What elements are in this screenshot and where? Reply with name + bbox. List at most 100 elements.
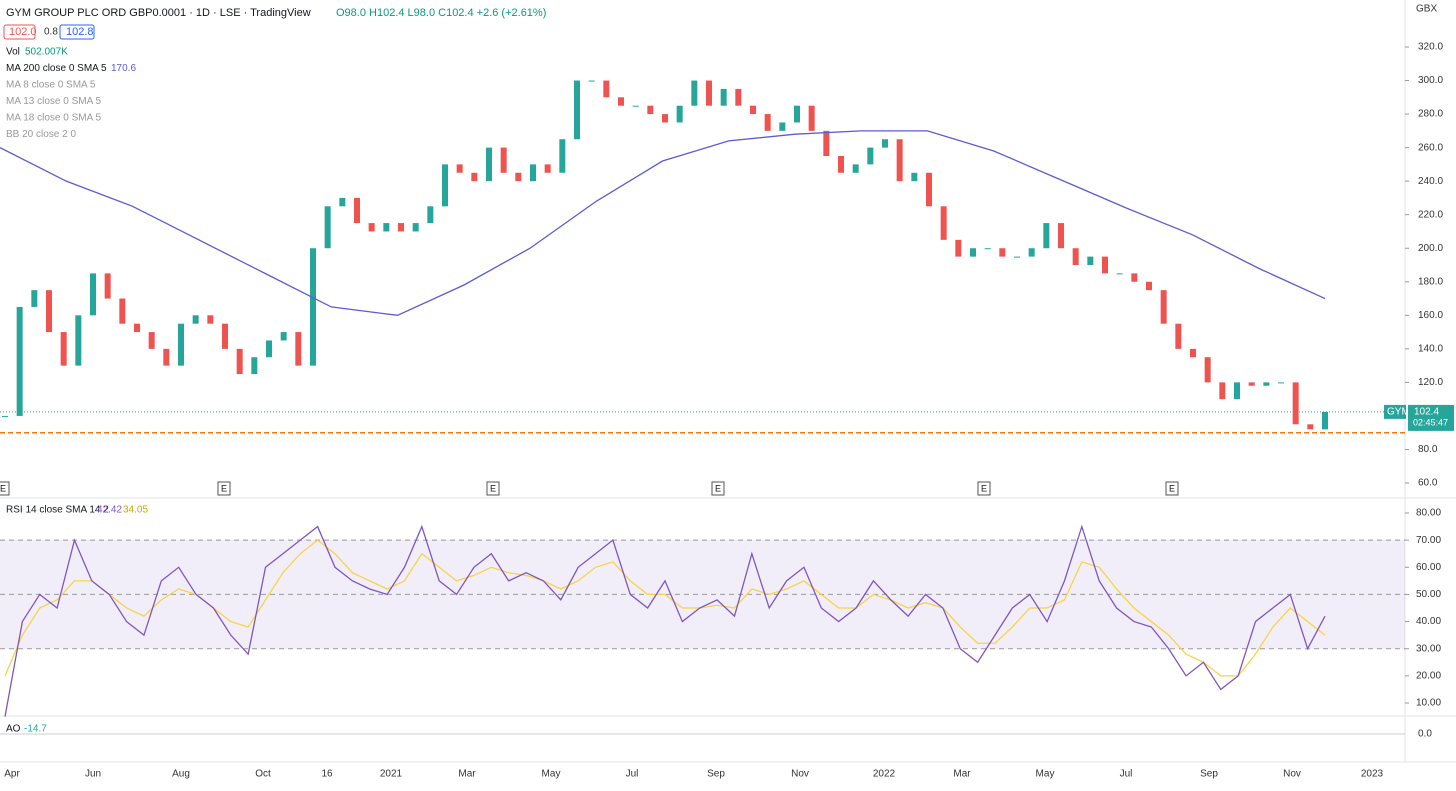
- candle: [90, 273, 96, 316]
- ask-box[interactable]: [59, 24, 95, 40]
- y-tick-label: 30.00: [1416, 643, 1441, 654]
- y-tick-label: 220.0: [1418, 209, 1443, 220]
- candle: [544, 164, 551, 173]
- candle: [295, 332, 302, 366]
- candle: [1102, 256, 1108, 274]
- x-tick-label: 2021: [380, 769, 403, 780]
- candle: [662, 114, 668, 123]
- x-tick-label: Mar: [953, 769, 971, 780]
- rsi-title: RSI 14 close SMA 14 2: [6, 505, 109, 516]
- candle: [251, 357, 258, 374]
- earnings-marker: E: [981, 483, 987, 493]
- candle: [999, 248, 1006, 257]
- y-tick-label: 300.0: [1418, 75, 1443, 86]
- x-tick-label: Jul: [1120, 769, 1133, 780]
- candle: [1234, 382, 1240, 400]
- currency: GBX: [1416, 4, 1437, 15]
- candle: [1219, 382, 1226, 400]
- candle: [178, 323, 184, 366]
- candle: [530, 164, 536, 182]
- candle: [46, 290, 52, 333]
- candle: [412, 223, 419, 232]
- candle: [427, 206, 434, 224]
- spread: 0.8: [44, 27, 58, 38]
- earnings-box[interactable]: [486, 481, 500, 496]
- legend-name: MA 200 close 0 SMA 5: [6, 63, 107, 74]
- earnings-box[interactable]: [0, 481, 10, 496]
- x-tick-label: May: [542, 769, 561, 780]
- candle: [603, 80, 610, 98]
- candle: [383, 223, 390, 232]
- x-tick-label: Sep: [1200, 769, 1218, 780]
- candle: [1190, 348, 1196, 358]
- candle: [236, 348, 243, 374]
- candle: [984, 248, 991, 250]
- x-tick-label: Nov: [791, 769, 809, 780]
- candle: [823, 130, 830, 156]
- rsi-value: 42.42: [97, 505, 122, 516]
- rsi-line: [4, 539, 1326, 677]
- candle: [896, 139, 903, 182]
- candle: [119, 298, 126, 324]
- x-tick-label: Jun: [85, 769, 101, 780]
- candle: [1072, 248, 1079, 265]
- y-tick-label: 40.00: [1416, 616, 1441, 627]
- candle: [148, 332, 155, 349]
- y-tick-label: 20.00: [1416, 670, 1441, 681]
- candle: [354, 197, 360, 224]
- x-tick-label: 2022: [873, 769, 896, 780]
- rsi-line: [4, 524, 1326, 717]
- candle: [1175, 323, 1182, 349]
- candle: [310, 248, 316, 366]
- y-tick-label: 60.0: [1418, 478, 1438, 489]
- x-tick-label: Nov: [1283, 769, 1301, 780]
- candle: [1263, 382, 1270, 386]
- x-tick-label: Apr: [4, 769, 20, 780]
- candle: [104, 273, 111, 299]
- earnings-marker: E: [221, 483, 227, 493]
- candle: [808, 105, 815, 131]
- earnings-box[interactable]: [1165, 481, 1179, 496]
- x-tick-label: Oct: [255, 769, 271, 780]
- candle: [192, 315, 199, 324]
- candle: [838, 156, 844, 173]
- candle: [676, 105, 683, 123]
- x-tick-label: May: [1036, 769, 1055, 780]
- candle: [1058, 223, 1064, 249]
- candle: [1292, 382, 1299, 425]
- y-tick-label: 80.00: [1416, 508, 1441, 519]
- y-tick-label: 180.0: [1418, 276, 1443, 287]
- candle: [60, 332, 67, 366]
- y-tick-label: 80.0: [1418, 444, 1438, 455]
- candle: [970, 248, 976, 257]
- earnings-box[interactable]: [977, 481, 991, 496]
- ask: 102.8: [66, 26, 94, 38]
- bid-box[interactable]: [3, 24, 36, 40]
- legend-value: 170.6: [111, 63, 136, 74]
- candle: [1131, 273, 1138, 282]
- countdown: 02:45:47: [1413, 417, 1448, 427]
- candle: [2, 415, 8, 417]
- y-tick-label: 50.00: [1416, 589, 1441, 600]
- candle: [324, 206, 331, 249]
- ao-value: -14.7: [24, 724, 47, 735]
- candle: [368, 223, 375, 232]
- candle: [720, 88, 727, 106]
- candle: [750, 105, 756, 115]
- candle: [618, 97, 624, 106]
- candle: [706, 80, 712, 106]
- candle: [1014, 256, 1020, 258]
- candle: [940, 206, 947, 240]
- price-tag: [1408, 404, 1454, 431]
- y-tick-label: 240.0: [1418, 176, 1443, 187]
- candle: [456, 164, 463, 173]
- earnings-box[interactable]: [217, 481, 231, 496]
- earnings-box[interactable]: [711, 481, 725, 496]
- candle: [31, 290, 38, 307]
- x-tick-label: Jul: [626, 769, 639, 780]
- candle: [398, 223, 404, 232]
- candle: [955, 239, 962, 257]
- candle: [574, 80, 580, 140]
- candle: [486, 147, 492, 182]
